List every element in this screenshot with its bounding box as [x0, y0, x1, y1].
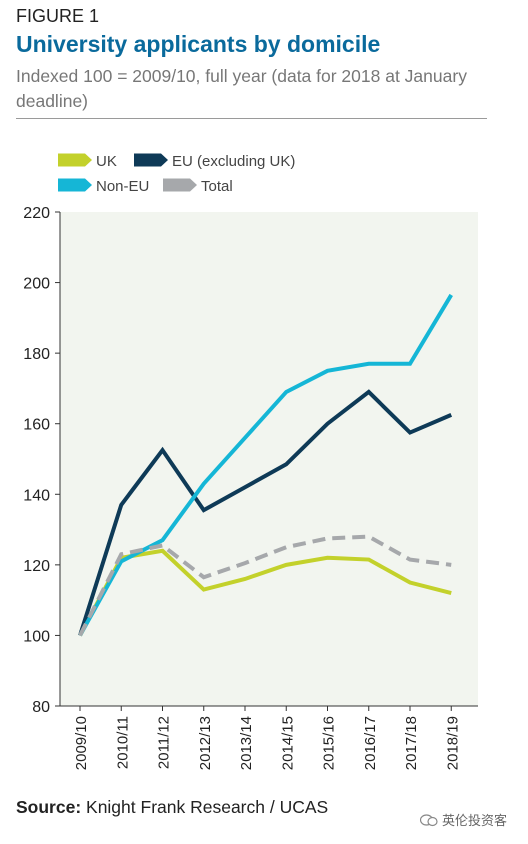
x-tick-label: 2013/14 — [238, 716, 255, 770]
series-line-eu-excluding-uk — [78, 389, 453, 637]
watermark: 英伦投资客 — [420, 810, 507, 829]
x-tick-label: 2017/18 — [403, 716, 420, 770]
legend-swatch — [163, 178, 197, 192]
chart-subtitle: Indexed 100 = 2009/10, full year (data f… — [16, 66, 467, 111]
legend-swatch — [58, 153, 92, 167]
y-tick-label: 120 — [23, 558, 50, 575]
x-axis: 2009/10 2010/11 2011/12 2012/13 2013/14 2014/… — [60, 705, 478, 770]
legend-label: Non-EU — [96, 178, 149, 195]
series-layer — [78, 293, 453, 637]
legend-swatch — [58, 178, 92, 192]
legend-swatch — [134, 153, 168, 167]
x-tick-label: 2016/17 — [362, 716, 379, 770]
y-tick-label: 140 — [23, 487, 50, 504]
legend-label: EU (excluding UK) — [172, 153, 295, 170]
chart-title: University applicants by domicile — [16, 31, 381, 57]
x-tick-label: 2015/16 — [321, 716, 338, 770]
y-tick-label: 160 — [23, 417, 50, 434]
x-tick-label: 2011/12 — [156, 716, 173, 769]
x-tick-label: 2009/10 — [73, 716, 90, 770]
series-line-uk — [78, 548, 452, 637]
y-tick-label: 220 — [23, 205, 50, 222]
y-tick-label: 180 — [23, 346, 50, 363]
header-divider — [16, 118, 487, 119]
legend-label: UK — [96, 153, 117, 170]
y-axis: 80 100 120 140 160 180 200 220 — [23, 205, 61, 716]
chat-bubble-icon — [420, 814, 438, 827]
x-tick-label: 2012/13 — [197, 716, 214, 770]
x-tick-label: 2014/15 — [279, 716, 296, 770]
y-tick-label: 200 — [23, 276, 50, 293]
x-tick-label: 2018/19 — [444, 716, 461, 770]
series-line-total — [78, 534, 452, 637]
source-prefix: Source: — [16, 797, 82, 817]
x-tick-label: 2010/11 — [114, 716, 131, 769]
legend-label: Total — [201, 178, 233, 195]
plot-area — [60, 212, 478, 706]
source-note: Source: Knight Frank Research / UCAS — [16, 797, 328, 818]
chart-legend: UK EU (excluding UK) Non-EU Total — [58, 153, 295, 195]
watermark-text: 英伦投资客 — [442, 813, 508, 828]
figure-label: FIGURE 1 — [16, 6, 100, 26]
y-tick-label: 100 — [23, 628, 50, 645]
line-chart: UK EU (excluding UK) Non-EU Total 80 100 120 1… — [23, 153, 478, 770]
source-text: Knight Frank Research / UCAS — [81, 797, 329, 817]
y-tick-label: 80 — [32, 699, 50, 716]
